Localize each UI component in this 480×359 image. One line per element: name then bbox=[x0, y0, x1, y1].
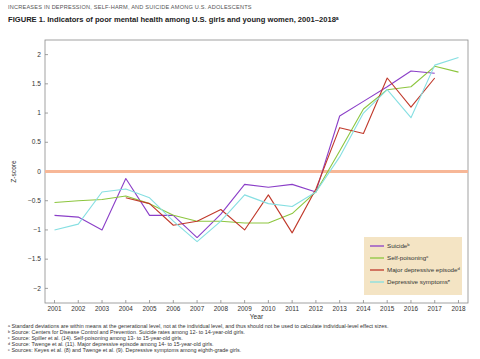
y-tick-label: 0 bbox=[37, 168, 41, 175]
x-tick-label: 2003 bbox=[95, 305, 110, 312]
x-tick bbox=[458, 300, 459, 303]
x-tick bbox=[315, 300, 316, 303]
y-tick bbox=[45, 113, 48, 114]
x-tick bbox=[149, 300, 150, 303]
x-tick-label: 2009 bbox=[238, 305, 253, 312]
x-tick-label: 2013 bbox=[333, 305, 348, 312]
y-axis-label: Z-score bbox=[10, 160, 17, 183]
x-tick-label: 2014 bbox=[356, 305, 371, 312]
x-tick-label: 2008 bbox=[214, 305, 229, 312]
legend-box bbox=[364, 237, 462, 295]
x-tick bbox=[102, 300, 103, 303]
chart-title: FIGURE 1. Indicators of poor mental heal… bbox=[8, 15, 339, 24]
x-tick-label: 2005 bbox=[142, 305, 157, 312]
y-tick-label: −1 bbox=[33, 226, 41, 233]
y-tick-label: 2 bbox=[37, 51, 41, 58]
footnote: ᵇ Source: Centers for Disease Control an… bbox=[8, 329, 463, 335]
footnote: ᶜ Source: Spiller et al. (14). Self-pois… bbox=[8, 335, 463, 341]
footnote: ᵃ Standard deviations are within means a… bbox=[8, 323, 463, 329]
legend-label: Depressive symptomsᵉ bbox=[387, 278, 451, 285]
x-tick-label: 2006 bbox=[166, 305, 181, 312]
y-tick-label: −0.5 bbox=[28, 197, 41, 204]
footnotes: ᵃ Standard deviations are within means a… bbox=[8, 323, 463, 353]
x-tick bbox=[410, 300, 411, 303]
y-tick bbox=[45, 229, 48, 230]
x-tick-label: 2010 bbox=[261, 305, 276, 312]
y-tick-label: 1.5 bbox=[32, 80, 41, 87]
legend-swatch bbox=[370, 257, 384, 258]
plot-marks bbox=[45, 58, 468, 242]
x-tick-label: 2001 bbox=[47, 305, 62, 312]
legend-swatch bbox=[370, 245, 384, 246]
y-tick bbox=[45, 200, 48, 201]
legend-label: Major depressive episodeᵈ bbox=[387, 266, 461, 273]
series-line bbox=[126, 78, 435, 233]
x-tick bbox=[54, 300, 55, 303]
x-tick bbox=[244, 300, 245, 303]
x-tick-label: 2004 bbox=[119, 305, 134, 312]
legend: Suicideᵇ Self-poisoningᶜ Major depressive … bbox=[364, 237, 462, 295]
y-tick-label: 1 bbox=[37, 109, 41, 116]
x-tick bbox=[363, 300, 364, 303]
y-tick bbox=[45, 142, 48, 143]
y-tick-label: −1.5 bbox=[28, 255, 41, 262]
x-tick-label: 2017 bbox=[428, 305, 443, 312]
reference-line bbox=[45, 170, 468, 173]
x-tick-label: 2012 bbox=[309, 305, 324, 312]
plot-frame bbox=[45, 40, 468, 303]
x-tick-label: 2015 bbox=[380, 305, 395, 312]
legend-swatch bbox=[370, 281, 384, 282]
x-tick bbox=[125, 300, 126, 303]
legend-label: Suicideᵇ bbox=[387, 242, 410, 249]
x-tick bbox=[268, 300, 269, 303]
x-tick bbox=[292, 300, 293, 303]
x-tick bbox=[387, 300, 388, 303]
x-tick bbox=[434, 300, 435, 303]
page-header: INCREASES IN DEPRESSION, SELF-HARM, AND … bbox=[8, 4, 252, 10]
x-tick bbox=[78, 300, 79, 303]
y-tick bbox=[45, 83, 48, 84]
legend-swatch bbox=[370, 269, 384, 270]
y-tick bbox=[45, 54, 48, 55]
x-tick bbox=[173, 300, 174, 303]
x-tick bbox=[197, 300, 198, 303]
x-tick-label: 2018 bbox=[451, 305, 466, 312]
x-tick-label: 2016 bbox=[404, 305, 419, 312]
y-tick-label: 0.5 bbox=[32, 138, 41, 145]
x-tick bbox=[339, 300, 340, 303]
footnote: ᵉ Sources: Keyes et al. (8) and Twenge e… bbox=[8, 347, 463, 353]
y-tick bbox=[45, 259, 48, 260]
x-tick bbox=[220, 300, 221, 303]
footnote: ᵈ Source: Twenge et al. (11). Major depr… bbox=[8, 341, 463, 347]
legend-label: Self-poisoningᶜ bbox=[387, 254, 429, 261]
x-axis-label: Year bbox=[250, 313, 264, 320]
series-line bbox=[55, 71, 435, 238]
y-tick bbox=[45, 288, 48, 289]
x-tick-label: 2007 bbox=[190, 305, 205, 312]
chart-area: −2 −1.5 −1 −0.5 0 0.5 1 1.5 2 2001 2002 2003 2004 200… bbox=[0, 0, 480, 359]
x-tick-label: 2002 bbox=[71, 305, 86, 312]
y-tick-label: −2 bbox=[33, 285, 41, 292]
series-line bbox=[55, 58, 459, 242]
x-tick-label: 2011 bbox=[285, 305, 299, 312]
